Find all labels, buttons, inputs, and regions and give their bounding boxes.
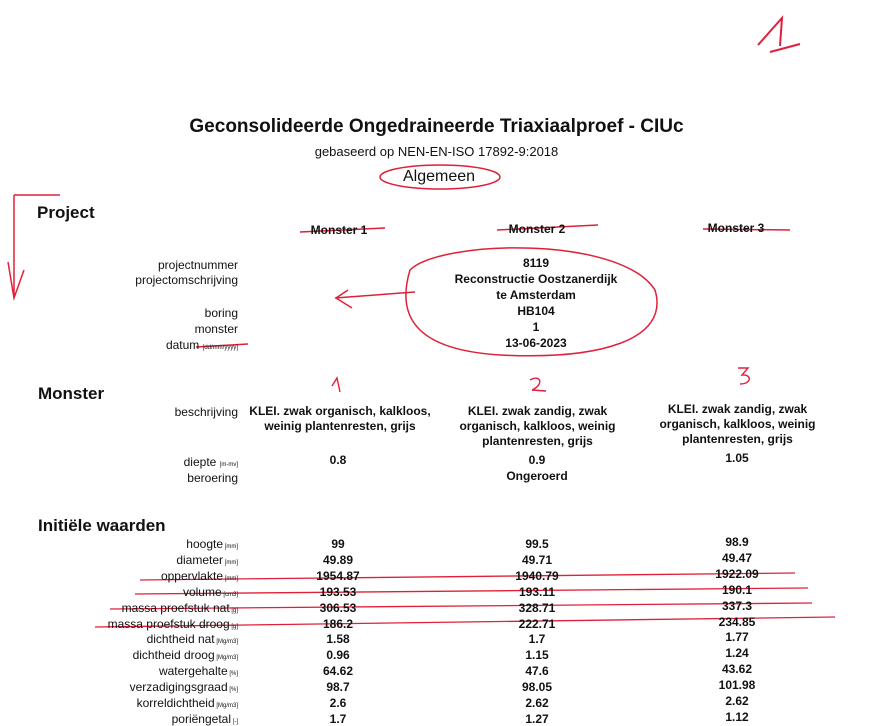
left-bracket-arrow xyxy=(7,194,60,301)
row-value-monster-3: 43.62 xyxy=(721,662,753,677)
row-value-monster-3: 1.77 xyxy=(725,630,749,645)
algemeen-oval xyxy=(379,164,501,190)
row-value-monster-1: 98.7 xyxy=(326,680,350,695)
section-label: Algemeen xyxy=(402,168,476,185)
value-omschrijving-line2: te Amsterdam xyxy=(496,288,576,302)
monster-header-marks xyxy=(299,224,791,233)
row-value-monster-2: 2.62 xyxy=(525,696,549,710)
row-value-monster-3: 337.3 xyxy=(721,598,753,613)
row-value-monster-2: 1.27 xyxy=(525,711,549,726)
row-value-monster-1: 1954.87 xyxy=(316,568,360,583)
label-monster: monster xyxy=(194,322,238,336)
handwritten-page-number xyxy=(757,15,801,53)
row-value-monster-2: 1940.79 xyxy=(515,568,559,583)
description-monster-3: KLEI. zwak zandig, zwak organisch, kalkl… xyxy=(659,402,816,446)
row-label: diameter [mm] xyxy=(176,552,238,567)
value-omschrijving-line1: Reconstructie Oostzanerdijk xyxy=(454,272,618,286)
column-monster-1: Monster 1 xyxy=(310,223,368,237)
row-label: watergehalte [%] xyxy=(158,664,238,679)
row-value-monster-1: 0.96 xyxy=(326,648,350,663)
diepte-monster-2: 0.9 xyxy=(528,453,546,467)
row-value-monster-3: 2.62 xyxy=(725,694,749,708)
datum-underline xyxy=(195,343,249,348)
pointer-arrow xyxy=(334,289,416,309)
row-label: poriëngetal [-] xyxy=(171,711,238,726)
strike-massa-droog xyxy=(94,616,836,628)
row-value-monster-3: 234.85 xyxy=(718,614,756,629)
row-value-monster-2: 1.7 xyxy=(528,632,546,647)
row-value-monster-1: 306.53 xyxy=(319,600,357,615)
row-label: hoogte [mm] xyxy=(186,537,238,551)
row-value-monster-3: 1922.09 xyxy=(715,566,759,581)
handwritten-2 xyxy=(529,377,547,392)
diepte-monster-1: 0.8 xyxy=(329,453,347,467)
label-beroering: beroering xyxy=(187,471,238,485)
row-value-monster-2: 1.15 xyxy=(525,648,549,663)
initiele-heading: Initiële waarden xyxy=(38,516,166,535)
strike-oppervlakte xyxy=(139,572,796,581)
value-monster: 1 xyxy=(532,320,540,334)
diepte-monster-3: 1.05 xyxy=(725,451,749,465)
document-title: Geconsolideerde Ongedraineerde Triaxiaal… xyxy=(189,116,684,137)
description-monster-2: KLEI. zwak zandig, zwak organisch, kalkl… xyxy=(459,404,616,448)
label-beschrijving: beschrijving xyxy=(174,405,238,419)
row-value-monster-1: 193.53 xyxy=(319,584,357,599)
value-datum: 13-06-2023 xyxy=(505,336,567,350)
row-value-monster-3: 101.98 xyxy=(718,678,756,693)
row-label: dichtheid droog [Mg/m3] xyxy=(132,648,238,663)
row-value-monster-1: 1.7 xyxy=(329,711,347,726)
beroering-value: Ongeroerd xyxy=(506,469,568,483)
row-value-monster-2: 193.11 xyxy=(518,584,556,599)
label-boring: boring xyxy=(204,306,238,320)
row-value-monster-1: 186.2 xyxy=(322,616,354,631)
row-value-monster-2: 49.71 xyxy=(521,552,553,567)
row-label: massa proefstuk nat [g] xyxy=(121,600,238,615)
column-monster-2: Monster 2 xyxy=(508,222,566,236)
label-projectomschrijving: projectomschrijving xyxy=(135,273,238,287)
row-value-monster-2: 99.5 xyxy=(525,537,549,551)
label-datum: datum [dd/mm/yyyy] xyxy=(165,338,238,352)
document-subtitle: gebaseerd op NEN-EN-ISO 17892-9:2018 xyxy=(314,144,559,159)
row-label: dichtheid nat [Mg/m3] xyxy=(146,632,238,647)
handwritten-1 xyxy=(331,376,341,393)
project-values-loop xyxy=(405,247,658,357)
monster-heading: Monster xyxy=(38,384,105,403)
row-value-monster-3: 1.24 xyxy=(725,646,749,661)
value-projectnummer: 8119 xyxy=(522,256,550,270)
row-label: massa proefstuk droog [g] xyxy=(107,616,238,631)
row-value-monster-1: 1.58 xyxy=(326,632,350,647)
row-value-monster-3: 49.47 xyxy=(721,550,753,565)
row-value-monster-2: 328.71 xyxy=(518,600,556,615)
row-value-monster-3: 190.1 xyxy=(721,582,753,597)
row-value-monster-3: 1.12 xyxy=(725,709,749,724)
row-label: korreldichtheid [Mg/m3] xyxy=(136,696,238,710)
row-value-monster-1: 64.62 xyxy=(322,664,354,679)
row-value-monster-1: 49.89 xyxy=(322,552,354,567)
row-value-monster-2: 222.71 xyxy=(518,616,556,631)
row-label: verzadigingsgraad [%] xyxy=(129,680,238,695)
strike-massa-nat xyxy=(109,602,813,610)
label-projectnummer: projectnummer xyxy=(157,258,238,272)
row-value-monster-1: 99 xyxy=(331,537,345,551)
row-label: oppervlakte [mm] xyxy=(160,568,238,583)
row-value-monster-2: 47.6 xyxy=(525,664,549,679)
handwritten-3 xyxy=(738,367,750,385)
column-monster-3: Monster 3 xyxy=(707,221,765,235)
row-value-monster-1: 2.6 xyxy=(329,696,347,710)
strike-volume xyxy=(134,587,809,595)
label-diepte: diepte [m-mv] xyxy=(183,455,238,469)
description-monster-1: KLEI. zwak organisch, kalkloos, weinig p… xyxy=(249,404,431,433)
row-value-monster-3: 98.9 xyxy=(725,535,749,549)
row-value-monster-2: 98.05 xyxy=(521,680,553,695)
value-boring: HB104 xyxy=(517,304,555,318)
project-heading: Project xyxy=(37,203,95,222)
row-label: volume [cm3] xyxy=(182,584,238,599)
